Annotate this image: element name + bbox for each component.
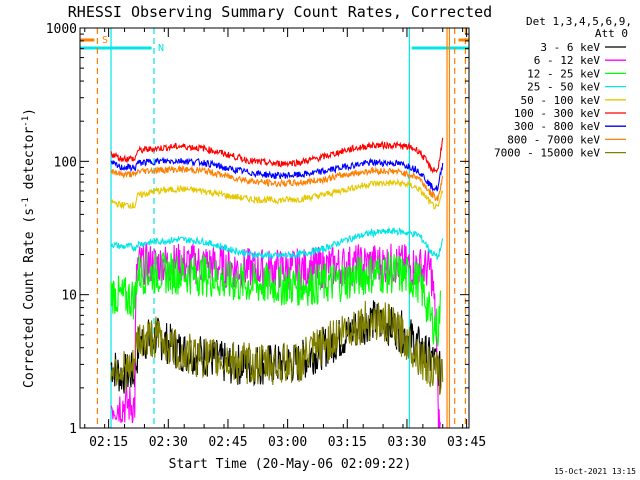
legend-label: 25 - 50 keV — [527, 81, 600, 94]
series-line — [110, 226, 444, 261]
legend-label: 800 - 7000 keV — [507, 133, 600, 146]
legend-label: 12 - 25 keV — [527, 67, 600, 80]
x-tick-label: 03:30 — [387, 435, 426, 450]
x-tick-label: 02:30 — [149, 435, 188, 450]
y-axis-label-sup: -1 — [21, 197, 31, 208]
y-axis-ticks: 1 10 100 1000 — [46, 22, 469, 437]
legend-header-line2: Att 0 — [595, 27, 628, 40]
series-line — [110, 300, 444, 395]
legend-label: 50 - 100 keV — [521, 94, 601, 107]
chart-title: RHESSI Observing Summary Count Rates, Co… — [68, 3, 492, 21]
x-tick-label: 03:15 — [328, 435, 367, 450]
legend-header-line1: Det 1,3,4,5,6,9, — [526, 15, 632, 28]
x-tick-label: 03:00 — [268, 435, 307, 450]
event-markers — [96, 28, 467, 428]
series-line — [110, 164, 444, 202]
y-tick-label: 1 — [69, 422, 77, 437]
x-tick-label: 02:45 — [208, 435, 247, 450]
series-line — [110, 178, 444, 210]
flag-label: S — [102, 35, 108, 46]
series-line — [110, 156, 444, 192]
y-axis-label-main: Corrected Count Rate (s — [22, 208, 37, 388]
legend-label: 300 - 800 keV — [514, 120, 600, 133]
x-axis-ticks: 02:15 02:30 02:45 03:00 03:15 03:30 03:45 — [84, 28, 486, 450]
series-line — [110, 242, 441, 429]
plot-frame — [79, 27, 470, 429]
legend-label: 3 - 6 keV — [540, 41, 600, 54]
series-line — [110, 137, 444, 174]
x-tick-label: 02:15 — [89, 435, 128, 450]
y-tick-label: 100 — [54, 155, 77, 170]
y-tick-label: 1000 — [46, 22, 77, 37]
y-axis-label-close: ) — [22, 108, 37, 116]
y-axis-label-sup2: -1 — [21, 116, 31, 127]
x-tick-label: 03:45 — [447, 435, 486, 450]
y-tick-label: 10 — [61, 289, 77, 304]
legend-label: 100 - 300 keV — [514, 107, 600, 120]
data-series — [110, 137, 444, 429]
footer-date: 15-Oct-2021 13:15 — [554, 467, 636, 476]
observing-flags: SN — [80, 35, 469, 54]
x-axis-label: Start Time (20-May-06 02:09:22) — [169, 457, 412, 472]
legend-label: 7000 - 15000 keV — [494, 147, 600, 160]
y-axis-label-unit: detector — [22, 127, 37, 198]
series-line — [110, 251, 441, 347]
legend-label: 6 - 12 keV — [534, 54, 601, 67]
y-axis-label: Corrected Count Rate (s-1 detector-1) — [21, 108, 37, 388]
flag-label: N — [158, 43, 164, 54]
